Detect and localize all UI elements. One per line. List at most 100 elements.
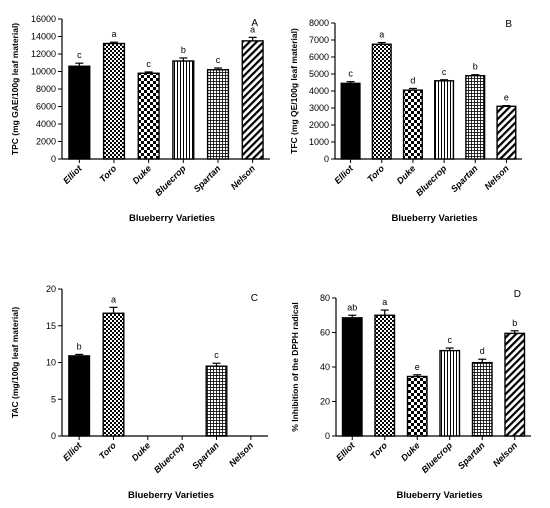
bar-elliot xyxy=(340,82,361,160)
y-tick-label: 0 xyxy=(325,431,330,441)
y-tick-label: 7000 xyxy=(309,35,329,45)
x-tick-label: Spartan xyxy=(192,163,223,194)
significance-label: c xyxy=(442,67,447,77)
x-tick-label: Nelson xyxy=(229,163,258,192)
significance-label: c xyxy=(77,50,82,60)
bar-duke xyxy=(137,72,160,160)
significance-label: d xyxy=(410,75,415,85)
x-tick-label: Spartan xyxy=(449,163,480,194)
y-tick-label: 0 xyxy=(324,154,329,164)
bar-toro xyxy=(374,314,396,437)
bar-elliot xyxy=(341,317,363,437)
significance-label: b xyxy=(77,341,82,351)
chart-panel-b: B 0 1000 2000 3000 4000 5000 6000 7000 8000 Elliot… xyxy=(289,18,522,224)
significance-label: b xyxy=(473,62,478,72)
y-tick-label: 2000 xyxy=(36,137,56,147)
x-tick-label: Toro xyxy=(97,440,118,461)
bar-elliot xyxy=(68,355,91,437)
x-tick-label: Bluecrop xyxy=(152,440,187,475)
bar-toro xyxy=(102,312,125,437)
x-tick-label: Toro xyxy=(365,163,386,184)
y-tick-label: 4000 xyxy=(36,119,56,129)
x-tick-label: Elliot xyxy=(61,440,84,463)
x-tick-label: Nelson xyxy=(491,440,520,469)
significance-label: e xyxy=(415,362,420,372)
panel-letter: A xyxy=(251,18,258,29)
y-tick-label: 80 xyxy=(320,293,330,303)
y-tick-label: 5000 xyxy=(309,69,329,79)
y-tick-label: 20 xyxy=(320,397,330,407)
y-tick-label: 15 xyxy=(46,321,56,331)
x-tick-label: Elliot xyxy=(332,163,355,186)
y-tick-label: 60 xyxy=(320,328,330,338)
y-axis-label: TFC (mg QE/100g leaf material) xyxy=(289,28,299,154)
y-tick-label: 10000 xyxy=(31,67,56,77)
x-tick-label: Duke xyxy=(395,163,418,186)
y-axis-label: TPC (mg GAE/100g leaf material) xyxy=(10,23,20,155)
significance-label: e xyxy=(504,93,509,103)
bar-duke xyxy=(406,375,428,437)
y-tick-label: 8000 xyxy=(36,84,56,94)
x-tick-label: Bluecrop xyxy=(414,163,449,198)
significance-label: c xyxy=(146,59,151,69)
significance-label: a xyxy=(111,294,116,304)
y-tick-label: 10 xyxy=(46,358,56,368)
chart-panel-d: D 0 20 40 60 80 Elliot ab Toro a Duke e Bluecrop c Spa… xyxy=(290,289,531,501)
bar-spartan xyxy=(471,361,493,437)
x-tick-label: Nelson xyxy=(483,163,512,192)
significance-label: c xyxy=(348,69,353,79)
significance-label: ab xyxy=(347,302,357,312)
y-tick-label: 0 xyxy=(51,154,56,164)
bar-spartan xyxy=(465,74,486,160)
x-axis-label: Blueberry Varieties xyxy=(128,490,214,501)
bar-spartan xyxy=(206,69,230,160)
y-tick-label: 6000 xyxy=(36,102,56,112)
y-tick-label: 40 xyxy=(320,362,330,372)
x-axis-label: Blueberry Varieties xyxy=(129,213,215,224)
bar-toro xyxy=(102,42,126,160)
significance-label: c xyxy=(448,335,453,345)
panels-layer: A0200040006000800010000120001400016000El… xyxy=(10,14,531,501)
bar-toro xyxy=(371,43,392,160)
significance-label: c xyxy=(214,350,219,360)
significance-label: a xyxy=(111,29,116,39)
y-tick-label: 5 xyxy=(51,394,56,404)
y-tick-label: 1000 xyxy=(309,137,329,147)
x-tick-label: Duke xyxy=(130,440,153,463)
significance-label: b xyxy=(181,45,186,55)
x-tick-label: Duke xyxy=(130,163,153,186)
x-axis-label: Blueberry Varieties xyxy=(396,490,482,501)
bar-bluecrop xyxy=(172,60,195,160)
x-axis-label: Blueberry Varieties xyxy=(391,213,477,224)
bar-spartan xyxy=(205,365,228,437)
x-tick-label: Bluecrop xyxy=(420,440,455,475)
significance-label: c xyxy=(216,55,221,65)
y-tick-label: 4000 xyxy=(309,86,329,96)
significance-label: a xyxy=(379,30,384,40)
bar-nelson xyxy=(496,105,517,160)
bar-duke xyxy=(402,89,423,160)
x-tick-label: Elliot xyxy=(334,440,357,463)
x-tick-label: Bluecrop xyxy=(153,163,188,198)
y-axis-label: TAC (mg/100g leaf material) xyxy=(10,307,20,418)
y-tick-label: 20 xyxy=(46,284,56,294)
x-tick-label: Toro xyxy=(97,163,118,184)
significance-label: d xyxy=(480,346,485,356)
y-tick-label: 14000 xyxy=(31,32,56,42)
bar-bluecrop xyxy=(434,80,455,160)
x-tick-label: Spartan xyxy=(456,440,487,471)
y-tick-label: 3000 xyxy=(309,103,329,113)
y-tick-label: 16000 xyxy=(31,14,56,24)
bar-nelson xyxy=(241,40,264,160)
panel-letter: D xyxy=(514,289,521,300)
x-tick-label: Elliot xyxy=(61,163,84,186)
y-tick-label: 0 xyxy=(51,431,56,441)
chart-panel-c: C 0 5 10 15 20 Elliot b Toro a Duke Bluecrop Spartan… xyxy=(10,284,268,501)
panel-letter: C xyxy=(251,293,258,304)
y-tick-label: 6000 xyxy=(309,52,329,62)
significance-label: a xyxy=(250,24,255,34)
y-axis-label: % Inhibition of the DPPH radical xyxy=(290,302,300,431)
x-tick-label: Nelson xyxy=(227,440,256,469)
y-tick-label: 8000 xyxy=(309,18,329,28)
